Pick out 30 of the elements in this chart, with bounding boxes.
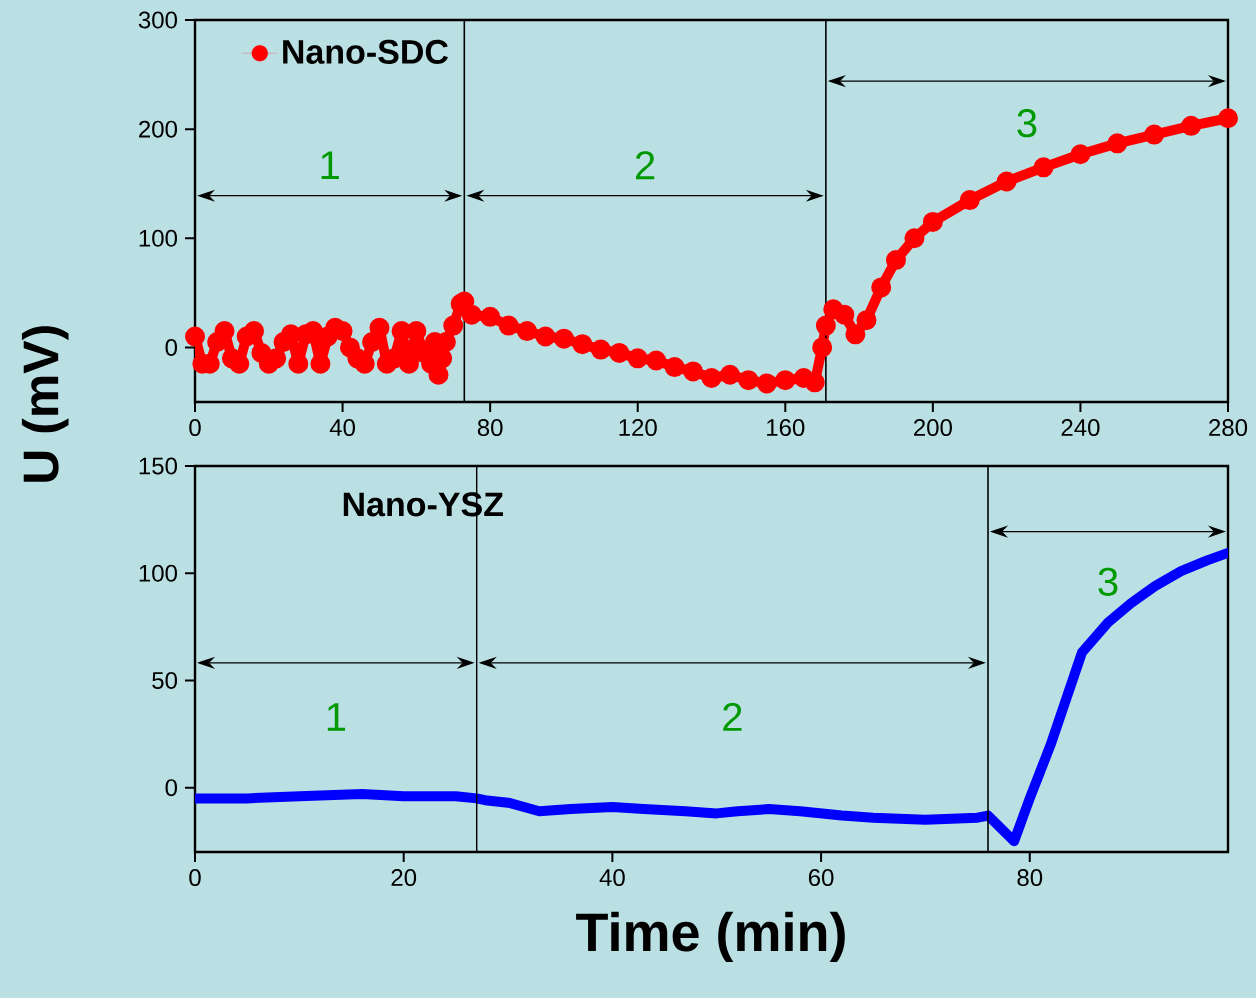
y-tick-label: 150 (139, 457, 178, 475)
y-tick-label: 0 (165, 779, 178, 797)
annotation: 2 (635, 151, 655, 180)
x-tick-label: 20 (391, 869, 417, 887)
x-tick-label: 40 (329, 419, 355, 437)
y-tick-label: 300 (138, 11, 178, 29)
x-tick-label: 160 (767, 419, 805, 437)
x-tick-label: 80 (477, 419, 503, 437)
annotation: 1 (327, 703, 346, 731)
x-tick-label: 120 (619, 419, 657, 437)
x-tick-label: 240 (1061, 419, 1100, 437)
legend-label: Nano-SDC (283, 39, 449, 64)
y-axis-title: U (mV) (21, 326, 69, 482)
x-axis-title: Time (min) (576, 911, 845, 963)
annotation: 1 (321, 151, 339, 179)
y-tick-label: 100 (139, 229, 178, 247)
y-tick-label: 50 (152, 671, 178, 689)
x-tick-label: 280 (1209, 419, 1248, 437)
x-tick-label: 60 (808, 869, 834, 887)
annotation: 2 (723, 702, 742, 731)
y-tick-label: 0 (165, 338, 178, 356)
annotation: 3 (1098, 567, 1118, 596)
annotation: 3 (1017, 109, 1037, 138)
x-tick-label: 0 (189, 869, 201, 887)
y-tick-label: 100 (139, 564, 178, 582)
x-tick-label: 200 (914, 419, 952, 437)
x-tick-label: 40 (599, 869, 625, 887)
x-tick-label: 80 (1017, 869, 1043, 887)
y-tick-label: 200 (139, 120, 178, 138)
x-tick-label: 0 (189, 419, 201, 437)
